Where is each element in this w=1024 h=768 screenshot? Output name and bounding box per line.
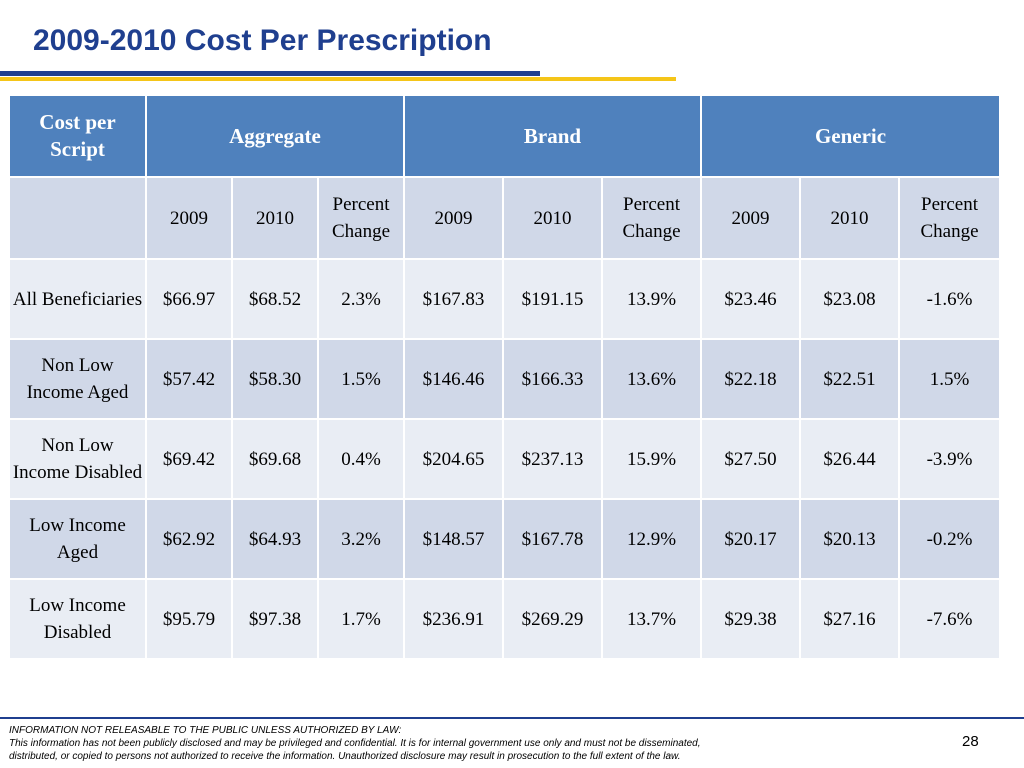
table-cell: $269.29 xyxy=(502,578,604,660)
table-cell: $97.38 xyxy=(231,578,319,660)
table-cell: -0.2% xyxy=(898,498,1002,580)
table-cell: $69.42 xyxy=(145,418,233,500)
table-cell: $23.08 xyxy=(799,258,901,340)
table-cell: $167.83 xyxy=(403,258,505,340)
table-cell: $66.97 xyxy=(145,258,233,340)
notice-line: This information has not been publicly d… xyxy=(9,738,701,749)
table-cell: 1.5% xyxy=(316,338,406,420)
table-cell: $62.92 xyxy=(145,498,233,580)
subheader-cell: 2010 xyxy=(231,176,319,260)
row-label: All Beneficiaries xyxy=(8,258,147,340)
table-cell: 3.2% xyxy=(316,498,406,580)
table-cell: 2.3% xyxy=(316,258,406,340)
table-cell: $191.15 xyxy=(502,258,604,340)
table-cell: 1.7% xyxy=(316,578,406,660)
table-row: Non Low Income Aged $57.42 $58.30 1.5% $… xyxy=(8,338,1002,420)
notice-line: INFORMATION NOT RELEASABLE TO THE PUBLIC… xyxy=(9,725,402,736)
title-underline-blue xyxy=(0,71,540,76)
page-title: 2009-2010 Cost Per Prescription xyxy=(33,24,492,57)
table-cell: $166.33 xyxy=(502,338,604,420)
table-cell: -1.6% xyxy=(898,258,1002,340)
table-cell: 13.7% xyxy=(601,578,703,660)
table-cell: $236.91 xyxy=(403,578,505,660)
table-cell: $23.46 xyxy=(700,258,802,340)
header-generic: Generic xyxy=(700,94,1002,178)
table-cell: $148.57 xyxy=(403,498,505,580)
table-cell: $22.18 xyxy=(700,338,802,420)
header-brand: Brand xyxy=(403,94,703,178)
row-label: Low Income Disabled xyxy=(8,578,147,660)
table-row: Low Income Aged $62.92 $64.93 3.2% $148.… xyxy=(8,498,1002,580)
row-label: Non Low Income Aged xyxy=(8,338,147,420)
table-cell: $68.52 xyxy=(231,258,319,340)
table-cell: $95.79 xyxy=(145,578,233,660)
table-cell: $167.78 xyxy=(502,498,604,580)
subheader-cell: Percent Change xyxy=(316,176,406,260)
table-cell: 0.4% xyxy=(316,418,406,500)
table-cell: $237.13 xyxy=(502,418,604,500)
table-cell: $20.17 xyxy=(700,498,802,580)
subheader-blank xyxy=(8,176,147,260)
table-cell: $146.46 xyxy=(403,338,505,420)
table-cell: $64.93 xyxy=(231,498,319,580)
table-cell: $58.30 xyxy=(231,338,319,420)
table-cell: 1.5% xyxy=(898,338,1002,420)
subheader-cell: 2010 xyxy=(799,176,901,260)
subheader-cell: Percent Change xyxy=(898,176,1002,260)
table-cell: $204.65 xyxy=(403,418,505,500)
table-cell: $22.51 xyxy=(799,338,901,420)
table-row: Low Income Disabled $95.79 $97.38 1.7% $… xyxy=(8,578,1002,660)
table-cell: -7.6% xyxy=(898,578,1002,660)
table-subheader-row: 2009 2010 Percent Change 2009 2010 Perce… xyxy=(8,176,1002,260)
table-header-row: Cost per Script Aggregate Brand Generic xyxy=(8,94,1002,178)
cost-per-script-table: Cost per Script Aggregate Brand Generic … xyxy=(8,94,1002,660)
notice-line: distributed, or copied to persons not au… xyxy=(9,751,681,762)
table-cell: 15.9% xyxy=(601,418,703,500)
title-underline-gold xyxy=(0,77,676,81)
table-cell: 12.9% xyxy=(601,498,703,580)
table-cell: $27.50 xyxy=(700,418,802,500)
table-cell: $26.44 xyxy=(799,418,901,500)
table-cell: -3.9% xyxy=(898,418,1002,500)
table-cell: $69.68 xyxy=(231,418,319,500)
row-label: Low Income Aged xyxy=(8,498,147,580)
header-aggregate: Aggregate xyxy=(144,94,406,178)
footer-divider xyxy=(0,717,1024,719)
header-corner: Cost per Script xyxy=(8,94,147,178)
subheader-cell: 2009 xyxy=(403,176,505,260)
subheader-cell: 2009 xyxy=(145,176,233,260)
table-cell: $29.38 xyxy=(700,578,802,660)
subheader-cell: 2009 xyxy=(700,176,802,260)
table-cell: $27.16 xyxy=(799,578,901,660)
table-cell: $57.42 xyxy=(145,338,233,420)
page-number: 28 xyxy=(962,733,979,750)
table-row: All Beneficiaries $66.97 $68.52 2.3% $16… xyxy=(8,258,1002,340)
subheader-cell: Percent Change xyxy=(601,176,703,260)
table-cell: $20.13 xyxy=(799,498,901,580)
confidentiality-notice: INFORMATION NOT RELEASABLE TO THE PUBLIC… xyxy=(9,724,889,763)
subheader-cell: 2010 xyxy=(502,176,604,260)
table-cell: 13.9% xyxy=(601,258,703,340)
table-cell: 13.6% xyxy=(601,338,703,420)
table-row: Non Low Income Disabled $69.42 $69.68 0.… xyxy=(8,418,1002,500)
row-label: Non Low Income Disabled xyxy=(8,418,147,500)
